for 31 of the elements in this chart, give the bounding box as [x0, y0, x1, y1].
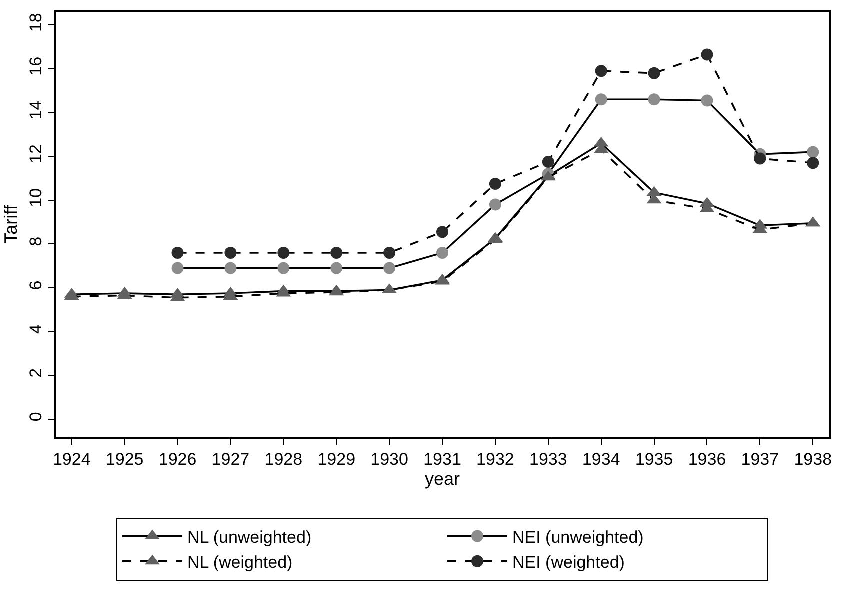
x-tick-label: 1937 [741, 450, 780, 470]
y-tick-label: 4 [26, 324, 46, 334]
legend-label: NEI (weighted) [512, 553, 625, 572]
x-tick-label: 1927 [212, 450, 250, 470]
x-tick-label: 1933 [529, 450, 568, 470]
y-tick-label: 16 [26, 56, 46, 76]
y-tick-label: 2 [26, 368, 46, 378]
legend-label: NL (weighted) [188, 553, 293, 572]
x-tick-label: 1925 [106, 450, 144, 470]
legend-label: NEI (unweighted) [512, 528, 644, 547]
x-tick-label: 1931 [424, 450, 462, 470]
y-tick-label: 10 [26, 188, 46, 208]
x-tick-label: 1924 [52, 450, 91, 470]
y-tick-label: 8 [26, 236, 46, 246]
y-tick-label: 0 [26, 412, 46, 422]
x-tick-label: 1926 [158, 450, 197, 470]
legend-label: NL (unweighted) [188, 528, 312, 547]
x-tick-label: 1938 [794, 450, 832, 470]
y-tick-label: 6 [26, 280, 46, 290]
x-tick-label: 1935 [635, 450, 674, 470]
x-tick-label: 1929 [318, 450, 356, 470]
x-tick-label: 1928 [264, 450, 303, 470]
x-tick-label: 1936 [688, 450, 726, 470]
x-axis-title: year [424, 469, 460, 490]
y-tick-label: 18 [26, 13, 46, 32]
y-tick-label: 14 [26, 100, 46, 120]
x-tick-label: 1932 [476, 450, 514, 470]
x-tick-label: 1934 [582, 450, 620, 470]
y-tick-label: 12 [26, 144, 46, 164]
y-axis-title: Tariff [1, 204, 22, 244]
x-tick-label: 1930 [370, 450, 408, 470]
